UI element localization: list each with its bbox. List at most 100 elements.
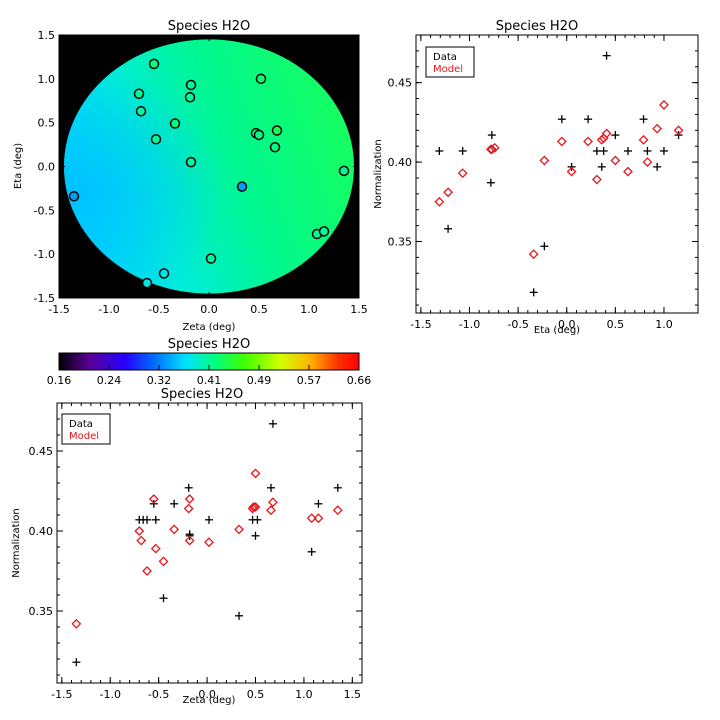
zeta-scatter-title: Species H2O (161, 387, 243, 402)
map-star-marker (255, 73, 267, 85)
model-diamond-marker (313, 513, 324, 524)
data-plus-marker (435, 146, 444, 155)
model-diamond-marker (268, 497, 278, 508)
map-star-marker (169, 118, 181, 129)
data-plus-marker (597, 162, 606, 171)
map-field-shading (64, 39, 354, 294)
model-diamond-marker (266, 505, 276, 516)
x-tick-label: -1.0 (459, 318, 480, 331)
eta-scatter-ylabel: Normalization (373, 139, 384, 209)
eta-scatter-xlabel: Eta (deg) (534, 325, 580, 336)
map-star-marker (185, 79, 197, 91)
data-plus-marker (659, 146, 668, 155)
x-tick-label: -1.5 (48, 303, 69, 316)
x-tick-label: 1.5 (350, 303, 368, 316)
model-diamond-marker (485, 144, 496, 155)
colorbar-title: Species H2O (168, 337, 250, 352)
zeta-legend-model: Model (69, 431, 99, 442)
data-plus-marker (151, 515, 160, 524)
eta-scatter-panel: Species H2O -1.5 -1.0 -0.5 0.0 0.5 1.0 0.35 0.4… (373, 19, 699, 336)
x-tick-label: -1.0 (98, 303, 119, 316)
zeta-scatter-panel: Species H2O -1.5 -1.0 -0.5 0.0 0.5 1.0 1.5 0.35… (11, 387, 363, 706)
map-star-marker (205, 253, 217, 264)
model-diamond-marker (556, 136, 567, 147)
data-plus-marker (584, 115, 593, 124)
eta-scatter-points (434, 51, 684, 297)
data-plus-marker (266, 483, 275, 492)
data-plus-marker (592, 146, 601, 155)
zeta-scatter-xlabel: Zeta (deg) (183, 695, 236, 706)
data-plus-marker (268, 419, 277, 428)
model-diamond-marker (591, 174, 602, 185)
model-diamond-marker (332, 505, 343, 516)
data-plus-marker (307, 547, 316, 556)
model-diamond-marker (250, 468, 261, 479)
data-plus-marker (72, 658, 81, 667)
model-diamond-marker (184, 494, 195, 504)
colorbar-tick-label: 0.16 (47, 374, 72, 387)
eta-scatter-title: Species H2O (496, 19, 578, 34)
data-plus-marker (611, 131, 620, 140)
y-tick-label: 0.0 (38, 161, 56, 174)
y-tick-label: 1.5 (38, 29, 56, 42)
model-diamond-marker (148, 494, 159, 504)
data-plus-marker (486, 178, 495, 187)
x-tick-label: 0.0 (198, 688, 216, 701)
x-tick-label: 0.0 (200, 303, 218, 316)
eta-legend-model: Model (433, 64, 463, 75)
map-star-marker (133, 88, 145, 99)
y-tick-label: 0.35 (29, 605, 54, 618)
zeta-scatter-points (71, 419, 343, 667)
model-diamond-marker (434, 196, 445, 207)
map-ylabel: Eta (deg) (13, 143, 24, 189)
colorbar-tick-label: 0.66 (347, 374, 372, 387)
colorbar-tick-label: 0.57 (297, 374, 322, 387)
model-diamond-marker (169, 524, 180, 535)
eta-legend-data: Data (433, 52, 457, 63)
colorbar-tick-label: 0.49 (247, 374, 272, 387)
model-diamond-marker (204, 537, 214, 548)
data-plus-marker (170, 499, 179, 508)
data-plus-marker (623, 146, 632, 155)
model-diamond-marker (71, 618, 82, 629)
x-tick-label: -0.5 (148, 303, 169, 316)
y-tick-label: -0.5 (34, 204, 55, 217)
model-diamond-marker (248, 502, 259, 512)
zeta-scatter-frame (56, 402, 363, 684)
x-tick-label: -0.5 (148, 688, 169, 701)
map-star-marker (185, 156, 197, 168)
x-tick-label: 1.0 (295, 688, 313, 701)
model-diamond-marker (601, 128, 612, 139)
x-tick-label: -1.5 (410, 318, 431, 331)
model-diamond-marker (183, 503, 194, 514)
y-tick-label: 0.40 (388, 156, 413, 169)
model-diamond-marker (539, 155, 550, 166)
map-star-marker (236, 181, 248, 192)
data-plus-marker (159, 594, 168, 603)
data-plus-marker (253, 515, 262, 524)
x-tick-label: 0.5 (247, 688, 265, 701)
map-star-marker (269, 141, 281, 153)
model-diamond-marker (142, 566, 152, 576)
data-plus-marker (602, 51, 611, 60)
model-diamond-marker (134, 526, 145, 536)
map-star-marker (148, 58, 160, 70)
x-tick-label: 1.0 (655, 318, 673, 331)
x-tick-label: 0.0 (558, 318, 576, 331)
y-tick-label: 1.0 (38, 73, 56, 86)
model-diamond-marker (623, 166, 633, 177)
map-xlabel: Zeta (deg) (183, 322, 236, 333)
eta-scatter-frame (415, 34, 699, 314)
x-tick-label: 1.5 (344, 688, 362, 701)
model-diamond-marker (659, 99, 669, 110)
model-diamond-marker (583, 136, 594, 147)
x-tick-label: 1.0 (300, 303, 318, 316)
model-diamond-marker (642, 157, 653, 168)
eta-legend: Data Model (425, 46, 475, 78)
map-panel: Species H2O -1.5 -1.0 -0.5 0.0 0.5 1.0 1.5-1.5… (13, 19, 368, 333)
y-tick-label: -1.0 (34, 248, 55, 261)
data-plus-marker (205, 515, 214, 524)
data-plus-marker (143, 515, 152, 524)
data-plus-marker (251, 531, 260, 540)
